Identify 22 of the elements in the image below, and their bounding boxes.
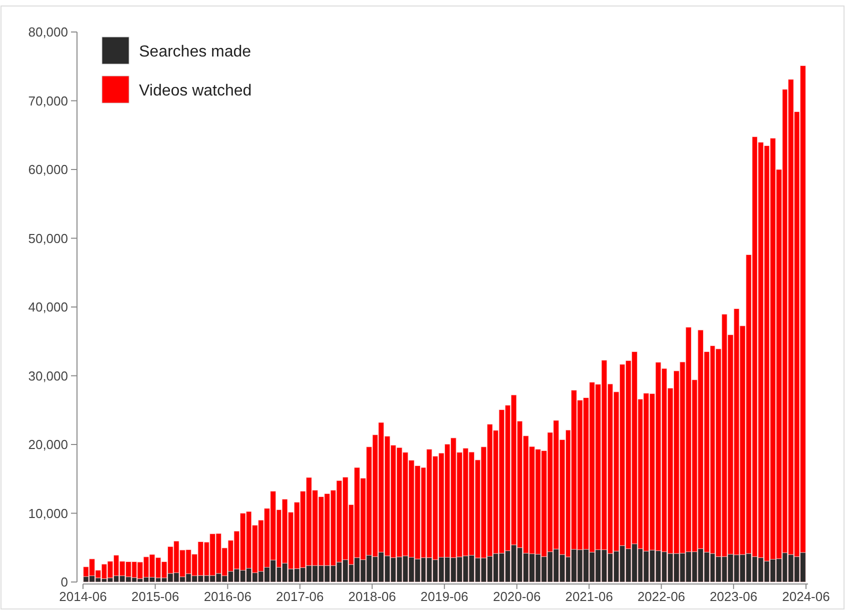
x-tick-label: 2014-06 — [59, 589, 107, 604]
x-tick-label: 2018-06 — [348, 589, 396, 604]
x-tick-label: 2024-06 — [782, 589, 830, 604]
y-tick-label: 50,000 — [28, 230, 68, 246]
y-tick-label: 40,000 — [28, 300, 68, 315]
y-tick-label: 80,000 — [28, 24, 68, 40]
x-tick-label: 2021-06 — [565, 589, 613, 604]
x-tick-label: 2023-06 — [710, 589, 758, 604]
x-tick-label: 2019-06 — [420, 589, 468, 604]
x-tick-label: 2020-06 — [492, 589, 541, 604]
y-tick-label: 30,000 — [28, 368, 68, 384]
x-tick-label: 2015-06 — [131, 589, 180, 604]
legend-label: Videos watched — [139, 82, 252, 100]
x-tick-label: 2022-06 — [637, 589, 686, 604]
y-tick-label: 70,000 — [28, 93, 68, 108]
y-tick-label: 20,000 — [28, 437, 68, 452]
x-tick-label: 2016-06 — [204, 589, 252, 604]
y-tick-label: 10,000 — [28, 506, 68, 521]
y-tick-label: 0 — [60, 574, 68, 590]
legend-label: Searches made — [139, 44, 252, 61]
x-tick-label: 2017-06 — [276, 589, 324, 604]
y-tick-label: 60,000 — [28, 162, 68, 178]
